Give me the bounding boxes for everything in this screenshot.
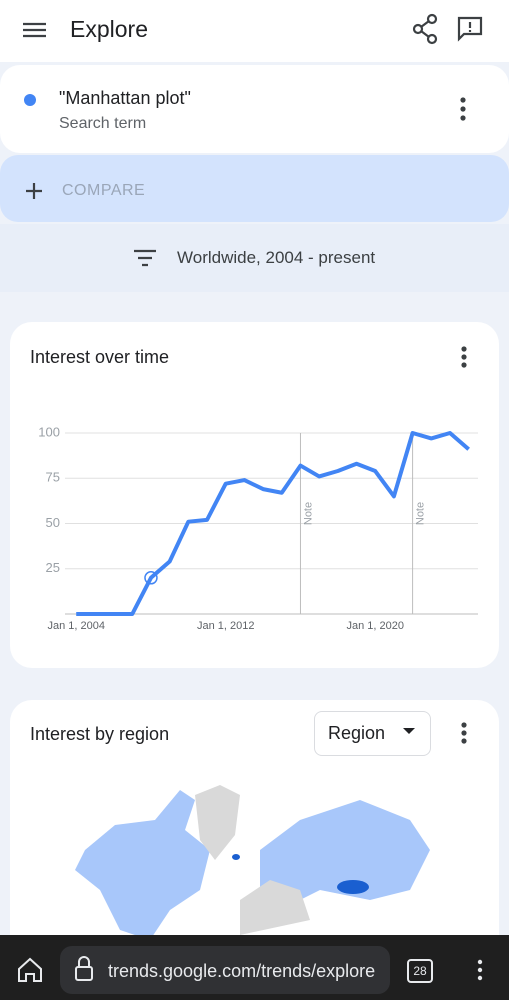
page-title: Explore [70, 16, 148, 42]
browser-menu-icon[interactable] [477, 959, 483, 981]
x-tick-label: Jan 1, 2012 [197, 620, 255, 632]
region-dropdown[interactable] [314, 711, 431, 756]
filter-icon[interactable] [134, 249, 156, 267]
y-tick-label: 50 [46, 515, 60, 530]
share-icon[interactable] [412, 13, 438, 45]
menu-icon[interactable] [23, 22, 46, 38]
browser-icons [18, 956, 483, 982]
lock-icon [75, 956, 93, 981]
tab-count[interactable]: 28 [407, 959, 433, 983]
series-dot [24, 94, 36, 106]
url-field[interactable] [60, 946, 390, 994]
chart-card [10, 322, 499, 668]
region-dropdown-label: Region [328, 723, 386, 743]
search-term-type: Search term [59, 115, 147, 132]
x-tick-label: Jan 1, 2020 [346, 620, 404, 632]
icons [23, 13, 483, 744]
more-icon[interactable] [460, 97, 466, 121]
note-label: Note [414, 502, 426, 525]
app-bar [0, 0, 509, 62]
region-title: Interest by region [30, 724, 170, 744]
compare-label: COMPARE [62, 182, 146, 199]
compare-bar[interactable] [0, 155, 509, 222]
chart-title: Interest over time [30, 347, 170, 367]
filter-label[interactable]: Worldwide, 2004 - present [177, 248, 376, 267]
home-icon[interactable] [18, 957, 42, 982]
add-icon[interactable] [26, 183, 42, 199]
feedback-icon[interactable] [457, 16, 483, 42]
hover-point [144, 571, 158, 585]
chart-more-icon[interactable] [461, 346, 467, 368]
search-term: "Manhattan plot" [59, 88, 191, 108]
dropdown-arrow [403, 728, 415, 734]
search-term-card[interactable] [0, 65, 509, 153]
url-text: trends.google.com/trends/explore [108, 961, 376, 981]
world-map [75, 785, 430, 940]
filter-bar [0, 224, 509, 292]
y-tick-label: 100 [38, 424, 60, 439]
x-tick-label: Jan 1, 2004 [47, 620, 105, 632]
region-more-icon[interactable] [461, 722, 467, 744]
y-tick-label: 75 [46, 470, 60, 485]
y-tick-label: 25 [46, 560, 60, 575]
series-line [76, 431, 470, 616]
note-label: Note [302, 502, 314, 525]
